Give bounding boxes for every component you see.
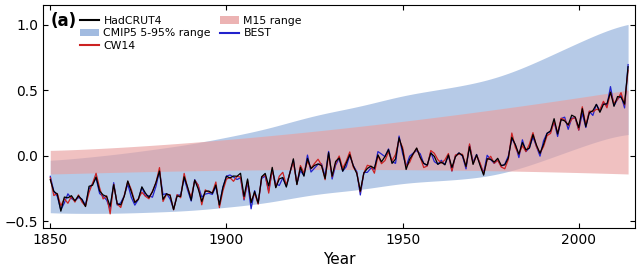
Text: (a): (a) — [51, 11, 76, 30]
X-axis label: Year: Year — [323, 252, 355, 267]
Legend: HadCRUT4, CMIP5 5-95% range, CW14, M15 range, BEST: HadCRUT4, CMIP5 5-95% range, CW14, M15 r… — [76, 11, 307, 55]
